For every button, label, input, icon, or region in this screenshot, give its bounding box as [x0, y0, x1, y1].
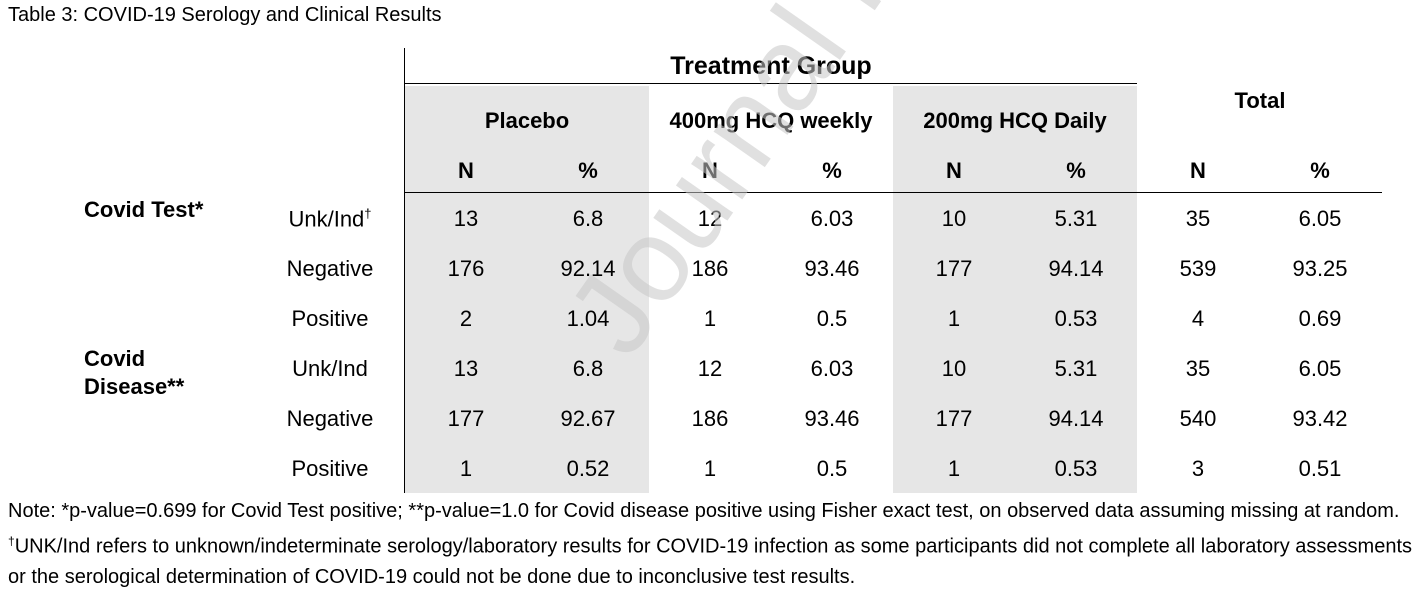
table-cell: 35 — [1185, 206, 1211, 231]
table-cell: 3 — [1191, 456, 1205, 481]
table-cell: 5.31 — [1054, 356, 1098, 381]
table-cell: 13 — [453, 206, 479, 231]
table-cell: 2 — [459, 306, 473, 331]
table-cell: 0.52 — [566, 456, 610, 481]
row-label-text: Positive — [291, 306, 369, 331]
note-text-part2: UNK/Ind refers to unknown/indeterminate … — [8, 535, 1413, 588]
subheader-n: N — [946, 158, 962, 183]
table-cell: 5.31 — [1054, 206, 1098, 231]
table-cell: 1.04 — [566, 306, 610, 331]
table-cell: 6.03 — [810, 356, 854, 381]
table-cell: 0.69 — [1298, 306, 1342, 331]
group-header-total: Total — [1234, 88, 1286, 113]
subheader-n: N — [458, 158, 474, 183]
table-cell: 177 — [935, 406, 973, 431]
row-label: Positive — [268, 306, 392, 332]
left-rule — [404, 48, 405, 493]
table-cell: 1 — [703, 456, 717, 481]
subheader-n: N — [702, 158, 718, 183]
row-label-text: Negative — [286, 406, 374, 431]
row-label-text: Unk/Ind — [288, 206, 365, 232]
subheader-n: N — [1190, 158, 1206, 183]
table-cell: 35 — [1185, 356, 1211, 381]
subheader-percent: % — [822, 158, 842, 183]
table-cell: 4 — [1191, 306, 1205, 331]
table-cell: 92.14 — [560, 256, 616, 281]
group-header-placebo: Placebo — [484, 108, 570, 133]
table-caption: Table 3: COVID-19 Serology and Clinical … — [8, 4, 442, 26]
table-note: Note: *p-value=0.699 for Covid Test posi… — [8, 496, 1413, 592]
section-label-covid-test: Covid Test* — [84, 197, 204, 222]
table-cell: 0.53 — [1054, 456, 1098, 481]
table-cell: 94.14 — [1048, 406, 1104, 431]
row-label: Negative — [268, 256, 392, 282]
table-cell: 177 — [447, 406, 485, 431]
table-cell: 13 — [453, 356, 479, 381]
group-header-400mg-weekly: 400mg HCQ weekly — [669, 108, 873, 133]
table-cell: 1 — [947, 456, 961, 481]
table-cell: 6.05 — [1298, 356, 1342, 381]
table-cell: 10 — [941, 356, 967, 381]
row-label-text: Unk/Ind — [292, 356, 368, 381]
row-label-text: Positive — [291, 456, 369, 481]
table-cell: 1 — [947, 306, 961, 331]
subheader-percent: % — [1310, 158, 1330, 183]
table-cell: 539 — [1179, 256, 1217, 281]
note-dagger: † — [8, 534, 15, 548]
table-cell: 6.8 — [572, 206, 604, 231]
table-cell: 93.42 — [1292, 406, 1348, 431]
table-cell: 0.5 — [816, 306, 848, 331]
table-cell: 94.14 — [1048, 256, 1104, 281]
row-label-superscript: † — [364, 206, 372, 221]
note-text-part1: Note: *p-value=0.699 for Covid Test posi… — [8, 500, 1400, 522]
table-cell: 10 — [941, 206, 967, 231]
table-cell: 176 — [447, 256, 485, 281]
section-label-covid-disease: Covid Disease** — [84, 346, 185, 399]
row-label: Unk/Ind — [268, 356, 392, 382]
row-label-text: Negative — [286, 256, 374, 281]
table-cell: 12 — [697, 356, 723, 381]
table-cell: 6.03 — [810, 206, 854, 231]
table-cell: 0.53 — [1054, 306, 1098, 331]
row-label: Positive — [268, 456, 392, 482]
table-cell: 186 — [691, 256, 729, 281]
table-cell: 540 — [1179, 406, 1217, 431]
subheader-percent: % — [578, 158, 598, 183]
treatment-group-rule — [404, 83, 1137, 84]
table-cell: 92.67 — [560, 406, 616, 431]
header-rule — [404, 192, 1382, 193]
table-cell: 93.25 — [1292, 256, 1348, 281]
200mg-column-shading — [893, 86, 1137, 493]
row-label: Negative — [268, 406, 392, 432]
table-cell: 12 — [697, 206, 723, 231]
row-label: Unk/Ind† — [268, 206, 392, 232]
group-header-200mg-daily: 200mg HCQ Daily — [923, 108, 1107, 133]
table-cell: 6.05 — [1298, 206, 1342, 231]
table-cell: 93.46 — [804, 256, 860, 281]
treatment-group-header: Treatment Group — [670, 52, 872, 80]
table-cell: 186 — [691, 406, 729, 431]
table-cell: 0.51 — [1298, 456, 1342, 481]
table-cell: 93.46 — [804, 406, 860, 431]
subheader-percent: % — [1066, 158, 1086, 183]
table-cell: 177 — [935, 256, 973, 281]
placebo-column-shading — [405, 86, 649, 493]
table-cell: 6.8 — [572, 356, 604, 381]
table-cell: 1 — [703, 306, 717, 331]
table-cell: 0.5 — [816, 456, 848, 481]
table-cell: 1 — [459, 456, 473, 481]
